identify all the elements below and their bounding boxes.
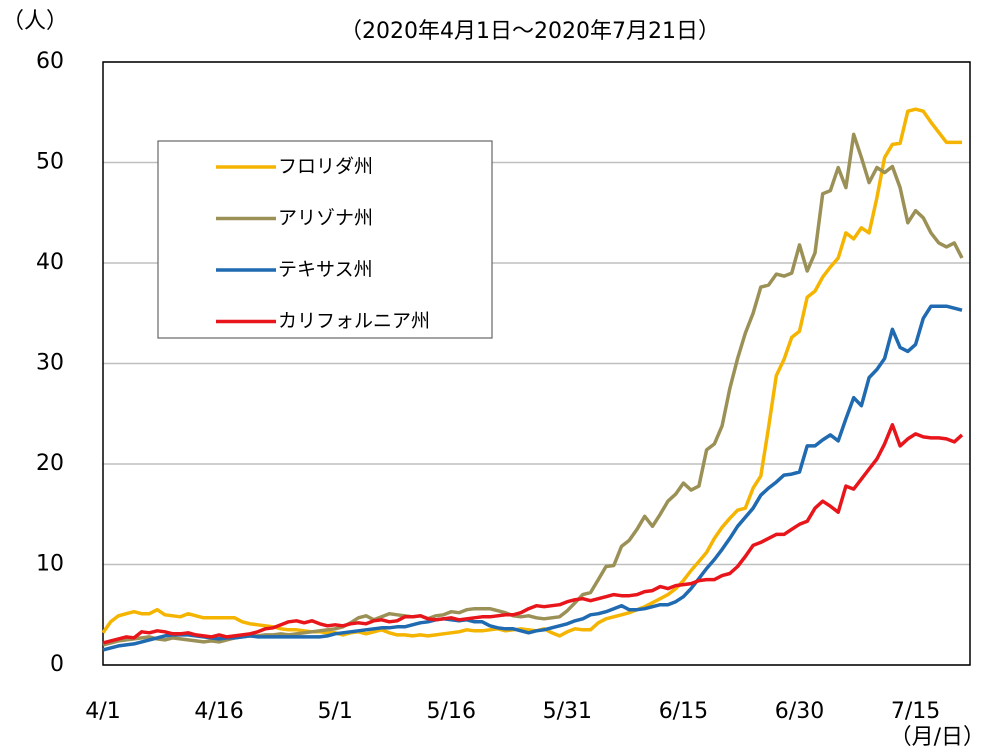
chart-title: （2020年4月1日～2020年7月21日）: [340, 19, 720, 44]
y-tick-label: 10: [36, 552, 64, 577]
x-tick-label: 5/31: [543, 699, 592, 724]
x-tick-label: 4/1: [85, 699, 120, 724]
y-axis-label: （人）: [2, 9, 68, 34]
x-tick-label: 6/15: [659, 699, 708, 724]
x-tick-label: 4/16: [194, 699, 243, 724]
legend-label: カリフォルニア州: [278, 310, 430, 332]
y-tick-label: 20: [36, 451, 64, 476]
x-axis-label: （月/日）: [890, 725, 985, 750]
legend-box: [157, 140, 493, 339]
y-tick-label: 30: [36, 351, 64, 376]
legend-label: テキサス州: [278, 259, 373, 281]
y-tick-label: 60: [36, 49, 64, 74]
plot-frame: [102, 61, 971, 666]
series-line: [102, 423, 964, 645]
x-tick-label: 5/1: [317, 699, 352, 724]
x-tick-label: 5/16: [427, 699, 476, 724]
x-tick-label: 6/30: [775, 699, 824, 724]
x-tick-label: 7/15: [891, 699, 940, 724]
legend-label: アリゾナ州: [278, 207, 373, 229]
y-tick-label: 50: [36, 150, 64, 175]
series-line: [102, 304, 963, 652]
y-tick-label: 40: [36, 250, 64, 275]
y-tick-label: 0: [50, 652, 64, 677]
legend-label: フロリダ州: [278, 156, 373, 178]
